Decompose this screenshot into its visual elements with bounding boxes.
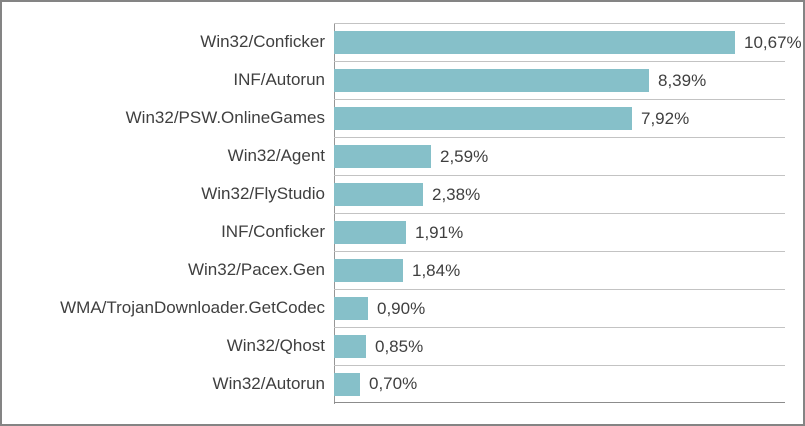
data-label: 1,91% bbox=[415, 222, 464, 242]
bar bbox=[334, 372, 360, 396]
category-label: WMA/TrojanDownloader.GetCodec bbox=[60, 298, 325, 317]
chart-cell: 0,90% bbox=[334, 289, 785, 327]
bar bbox=[334, 335, 366, 358]
data-label: 2,59% bbox=[440, 146, 489, 166]
category-label: Win32/Conficker bbox=[200, 32, 325, 51]
data-label: 10,67% bbox=[744, 32, 802, 52]
category-label: Win32/Qhost bbox=[226, 336, 325, 355]
chart-cell: 0,85% bbox=[334, 327, 785, 365]
chart-row: Win32/Pacex.Gen 1,84% bbox=[2, 251, 785, 289]
chart-cell: 10,67% bbox=[334, 23, 802, 61]
chart-row: Win32/Qhost 0,85% bbox=[2, 327, 785, 365]
data-label: 0,85% bbox=[375, 336, 424, 356]
chart-cell: 0,70% bbox=[334, 365, 785, 403]
category-label: Win32/Autorun bbox=[212, 374, 325, 393]
chart-row: Win32/Conficker 10,67% bbox=[2, 23, 802, 61]
chart-row: INF/Autorun 8,39% bbox=[2, 61, 785, 99]
category-label: INF/Conficker bbox=[221, 222, 325, 241]
data-label: 0,70% bbox=[369, 374, 418, 393]
bar bbox=[334, 31, 735, 54]
bar bbox=[334, 145, 431, 168]
chart-cell: 2,59% bbox=[334, 137, 785, 175]
chart-plot-area: Win32/Conficker 10,67% INF/Autorun 8,39% Win… bbox=[2, 23, 802, 403]
chart-row: INF/Conficker 1,91% bbox=[2, 213, 785, 251]
chart-cell: 7,92% bbox=[334, 99, 785, 137]
bar bbox=[334, 183, 423, 206]
bar bbox=[334, 69, 649, 92]
data-label: 8,39% bbox=[658, 70, 707, 90]
chart-row: Win32/Autorun 0,70% bbox=[2, 365, 785, 403]
chart-row: WMA/TrojanDownloader.GetCodec 0,90% bbox=[2, 289, 785, 327]
category-label: Win32/FlyStudio bbox=[201, 184, 325, 203]
chart-row: Win32/Agent 2,59% bbox=[2, 137, 785, 175]
chart-cell: 1,84% bbox=[334, 251, 785, 289]
data-label: 7,92% bbox=[641, 108, 690, 128]
bar bbox=[334, 221, 406, 244]
bar bbox=[334, 297, 368, 320]
data-label: 0,90% bbox=[377, 298, 426, 318]
data-label: 2,38% bbox=[432, 184, 481, 204]
chart-row: Win32/PSW.OnlineGames 7,92% bbox=[2, 99, 785, 137]
data-label: 1,84% bbox=[412, 260, 461, 280]
chart-cell: 1,91% bbox=[334, 213, 785, 251]
category-label: Win32/PSW.OnlineGames bbox=[125, 108, 325, 127]
chart-row: Win32/FlyStudio 2,38% bbox=[2, 175, 785, 213]
bar-chart: Win32/Conficker 10,67% INF/Autorun 8,39% Win… bbox=[2, 23, 802, 404]
chart-cell: 8,39% bbox=[334, 61, 785, 99]
bar bbox=[334, 107, 632, 130]
category-label: Win32/Agent bbox=[227, 146, 325, 165]
category-label: Win32/Pacex.Gen bbox=[187, 260, 325, 279]
chart-cell: 2,38% bbox=[334, 175, 785, 213]
bar bbox=[334, 259, 403, 282]
category-label: INF/Autorun bbox=[233, 70, 325, 89]
